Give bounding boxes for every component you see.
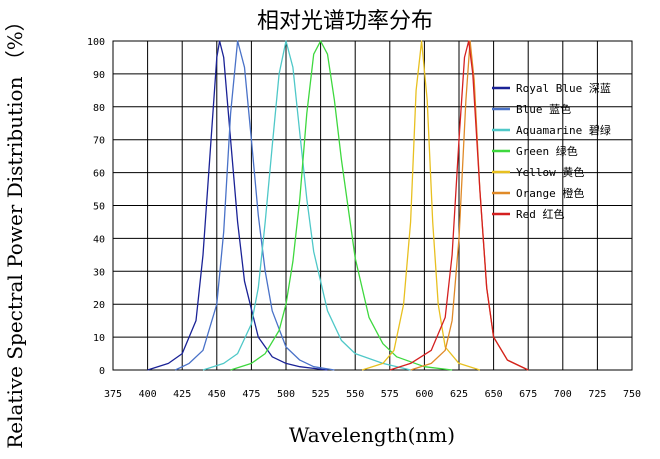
y-tick-label: 30 (93, 267, 105, 278)
x-tick-label: 375 (104, 389, 122, 400)
legend-label-2: Blue 蓝色 (516, 102, 571, 116)
y-tick-label: 50 (93, 202, 105, 213)
y-tick-label: 80 (93, 103, 105, 114)
series-line-2 (175, 40, 335, 371)
legend: Royal Blue 深蓝 Blue 蓝色 Aquamarine 碧绿 Green 绿… (492, 82, 611, 221)
x-tick-label: 475 (242, 389, 260, 400)
legend-label-4: Green 绿色 (516, 144, 578, 158)
chart-title: 相对光谱功率分布 (257, 9, 433, 34)
x-tick-label: 650 (485, 389, 503, 400)
x-tick-label: 525 (312, 389, 330, 400)
grid-lines (112, 40, 633, 371)
x-axis-title: Wavelength(nm) (289, 423, 455, 447)
x-tick-label: 700 (554, 389, 572, 400)
x-tick-label: 400 (139, 389, 157, 400)
legend-label-5: Yellow 黄色 (516, 165, 584, 179)
y-tick-label: 40 (93, 234, 105, 245)
series-line-3 (202, 40, 411, 371)
y-tick-label: 10 (93, 333, 105, 344)
x-tick-label: 450 (208, 389, 226, 400)
series-line-7 (389, 40, 529, 371)
x-tick-label: 550 (346, 389, 364, 400)
legend-label-1: Royal Blue 深蓝 (516, 82, 611, 95)
x-tick-label: 425 (173, 389, 191, 400)
series-line-5 (361, 40, 480, 371)
tick-labels: 0 10 20 30 40 50 60 70 80 90 100 375 400 425 450 475 500… (87, 37, 641, 400)
legend-label-3: Aquamarine 碧绿 (516, 123, 611, 137)
y-tick-label: 70 (93, 136, 105, 147)
y-tick-label: 90 (93, 70, 105, 81)
x-tick-label: 575 (381, 389, 399, 400)
y-tick-label: 0 (99, 366, 105, 377)
y-tick-label: 20 (93, 300, 105, 311)
legend-label-7: Red 红色 (516, 207, 565, 221)
plot-frame (112, 40, 633, 371)
x-tick-label: 500 (277, 389, 295, 400)
y-tick-label: 60 (93, 169, 105, 180)
series-lines (147, 40, 529, 371)
x-tick-label: 625 (450, 389, 468, 400)
series-line-4 (230, 40, 453, 371)
x-tick-label: 750 (623, 389, 641, 400)
y-axis-title: Relative Spectral Power Distribution （%） (3, 11, 27, 449)
series-line-1 (147, 40, 328, 371)
x-tick-label: 675 (519, 389, 537, 400)
y-tick-label: 100 (87, 37, 105, 48)
x-tick-label: 600 (415, 389, 433, 400)
legend-label-6: Orange 橙色 (516, 186, 584, 200)
x-tick-label: 725 (588, 389, 606, 400)
